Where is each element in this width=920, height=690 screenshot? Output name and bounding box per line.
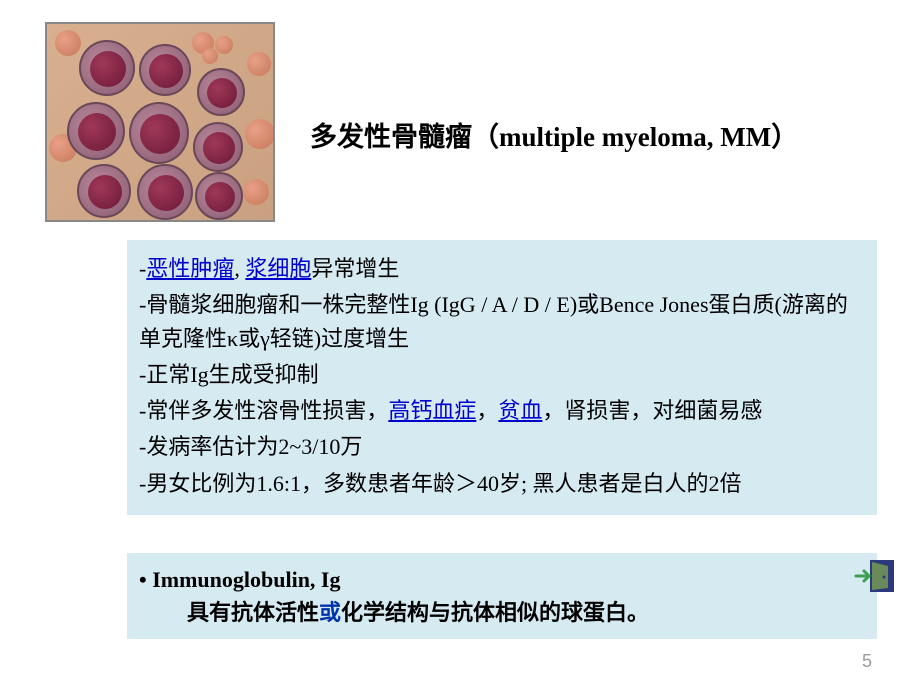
hyperlink-term[interactable]: 贫血 bbox=[498, 398, 542, 423]
main-content-box: -恶性肿瘤, 浆细胞异常增生-骨髓浆细胞瘤和一株完整性Ig (IgG / A /… bbox=[127, 240, 877, 515]
page-number: 5 bbox=[862, 651, 872, 672]
bullet-line: -恶性肿瘤, 浆细胞异常增生 bbox=[139, 252, 867, 286]
microscopy-image bbox=[45, 22, 275, 222]
bullet-line: -男女比例为1.6:1，多数患者年龄＞40岁; 黑人患者是白人的2倍 bbox=[139, 467, 867, 501]
bullet-line: -常伴多发性溶骨性损害，高钙血症，贫血，肾损害，对细菌易感 bbox=[139, 394, 867, 428]
bullet-line: -正常Ig生成受抑制 bbox=[139, 358, 867, 392]
definition-line1: • Immunoglobulin, Ig bbox=[139, 563, 867, 596]
exit-door-icon[interactable] bbox=[854, 558, 898, 596]
definition-box: • Immunoglobulin, Ig 具有抗体活性或化学结构与抗体相似的球蛋… bbox=[127, 553, 877, 639]
definition-line2: 具有抗体活性或化学结构与抗体相似的球蛋白。 bbox=[139, 596, 867, 629]
hyperlink-term[interactable]: 浆细胞 bbox=[245, 256, 311, 281]
slide-title: 多发性骨髓瘤（multiple myeloma, MM） bbox=[310, 115, 798, 154]
bullet-line: -骨髓浆细胞瘤和一株完整性Ig (IgG / A / D / E)或Bence … bbox=[139, 288, 867, 356]
hyperlink-term[interactable]: 恶性肿瘤 bbox=[146, 256, 234, 281]
bullet-line: -发病率估计为2~3/10万 bbox=[139, 430, 867, 464]
hyperlink-term[interactable]: 高钙血症 bbox=[388, 398, 476, 423]
